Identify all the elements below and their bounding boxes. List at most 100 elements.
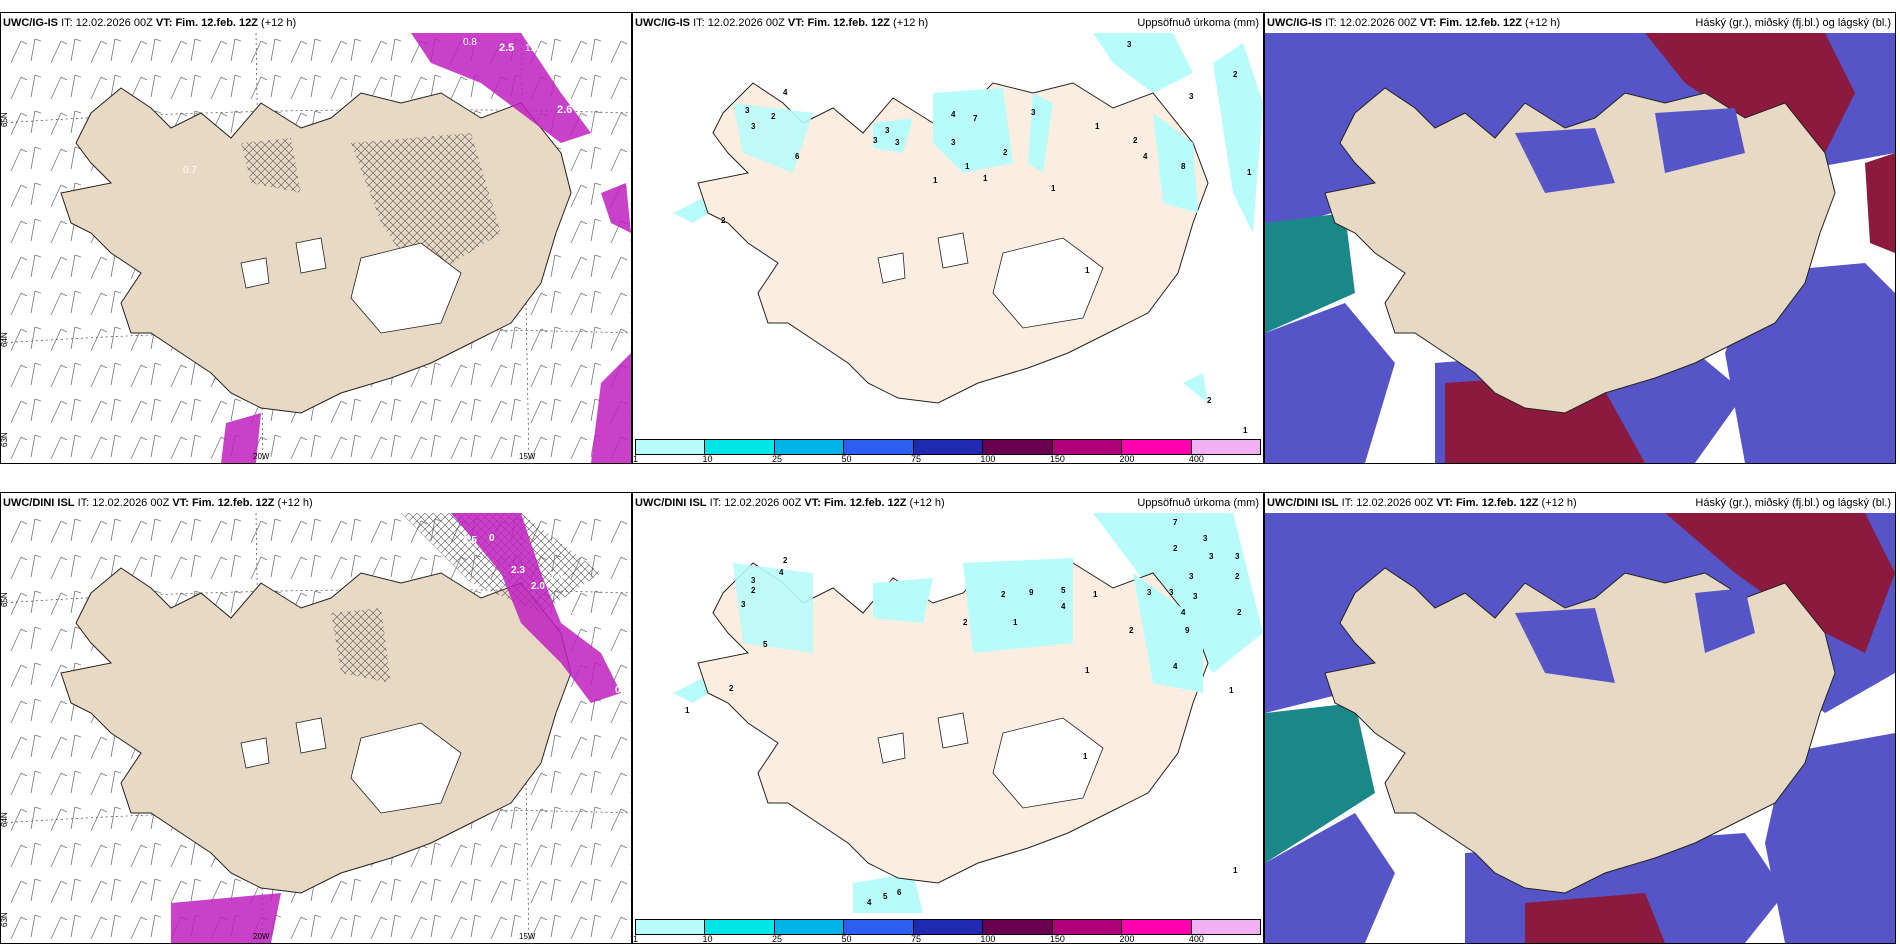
- legend-swatch: [775, 920, 844, 934]
- panel-precip-bottom: UWC/DINI ISL IT: 12.02.2026 00Z VT: Fim.…: [632, 492, 1264, 944]
- svg-text:3: 3: [1209, 552, 1214, 561]
- panel-cloud-top: UWC/IG-IS IT: 12.02.2026 00Z VT: Fim. 12…: [1264, 12, 1896, 464]
- cloud-map: [1265, 33, 1895, 463]
- legend-swatch: [983, 920, 1052, 934]
- svg-text:4: 4: [867, 898, 872, 907]
- legend-tick: 150: [1050, 934, 1065, 944]
- svg-text:1: 1: [1013, 618, 1018, 627]
- legend-tick: 1: [633, 934, 638, 944]
- precip-title: Uppsöfnuð úrkoma (mm): [1137, 13, 1259, 33]
- wind-value: 1.4: [525, 43, 539, 54]
- panel-wind-bottom: UWC/DINI ISL IT: 12.02.2026 00Z VT: Fim.…: [0, 492, 632, 944]
- svg-text:3: 3: [751, 122, 756, 131]
- precip-map: 7 3 2 3 3 3 2 2 4 2 9 5 4 1 2 1 3 3 3 4: [633, 513, 1263, 917]
- svg-text:2: 2: [1173, 544, 1178, 553]
- wind-value: 2.6: [557, 104, 572, 116]
- svg-text:3: 3: [1189, 92, 1194, 101]
- legend-tick: 100: [980, 454, 995, 464]
- precip-map: 3 2 3 4 3 2 6 3 3 4 7 3 1 3 2 1 1 1 4 8: [633, 33, 1263, 437]
- svg-text:1.5: 1.5: [463, 535, 477, 546]
- svg-text:64N: 64N: [1, 812, 9, 827]
- svg-text:5: 5: [763, 640, 768, 649]
- svg-text:3: 3: [1235, 552, 1240, 561]
- panel-header: UWC/DINI ISL IT: 12.02.2026 00Z VT: Fim.…: [1, 493, 631, 513]
- svg-text:3: 3: [873, 136, 878, 145]
- legend-swatch: [844, 920, 913, 934]
- svg-text:4: 4: [779, 568, 784, 577]
- svg-text:8: 8: [1181, 162, 1186, 171]
- legend-swatch: [914, 920, 983, 934]
- svg-text:3: 3: [1169, 588, 1174, 597]
- svg-text:4: 4: [1173, 662, 1178, 671]
- svg-text:7: 7: [1173, 518, 1178, 527]
- svg-text:1.9: 1.9: [567, 605, 581, 616]
- svg-text:9: 9: [1185, 626, 1190, 635]
- svg-text:1: 1: [933, 176, 938, 185]
- cloud-title: Háský (gr.), miðský (fj.bl.) og lágský (…: [1695, 13, 1891, 33]
- svg-text:2: 2: [1233, 70, 1238, 79]
- svg-text:2.3: 2.3: [511, 565, 525, 576]
- legend-tick: 10: [702, 934, 712, 944]
- svg-text:1: 1: [983, 174, 988, 183]
- svg-text:6: 6: [897, 888, 902, 897]
- svg-text:4: 4: [783, 88, 788, 97]
- wind-value: 0.7: [183, 165, 197, 176]
- wind-value: 2.5: [499, 42, 514, 54]
- legend-swatch: [983, 440, 1052, 454]
- legend-swatch: [636, 440, 705, 454]
- panel-header: UWC/IG-IS IT: 12.02.2026 00Z VT: Fim. 12…: [1, 13, 631, 33]
- wind-map: 0.8 2.5 1.4 2.6 0.7 65N 64N 63N 20W 15W: [1, 33, 631, 463]
- svg-text:1.0: 1.0: [549, 571, 563, 582]
- panel-precip-top: UWC/IG-IS IT: 12.02.2026 00Z VT: Fim. 12…: [632, 12, 1264, 464]
- svg-text:3: 3: [751, 576, 756, 585]
- legend-tick: 75: [911, 454, 921, 464]
- panel-header: UWC/DINI ISL IT: 12.02.2026 00Z VT: Fim.…: [633, 493, 1263, 513]
- svg-text:3: 3: [1031, 108, 1036, 117]
- panel-header: UWC/IG-IS IT: 12.02.2026 00Z VT: Fim. 12…: [1265, 13, 1895, 33]
- svg-text:1: 1: [1095, 122, 1100, 131]
- svg-text:4: 4: [1143, 152, 1148, 161]
- legend-tick: 150: [1050, 454, 1065, 464]
- svg-text:1: 1: [1093, 590, 1098, 599]
- legend-tick: 1: [633, 454, 638, 464]
- legend-swatch: [1053, 440, 1122, 454]
- legend-tick: 200: [1119, 454, 1134, 464]
- svg-text:4: 4: [1061, 602, 1066, 611]
- wind-map-svg: 0.8 2.5 1.4 2.6 0.7 65N 64N 63N 20W 15W: [1, 33, 631, 463]
- svg-text:1: 1: [1243, 426, 1248, 435]
- svg-text:1.3: 1.3: [601, 633, 615, 644]
- lon-label: 15W: [519, 452, 536, 461]
- wind-map: 1.5 0 2.3 1.0 2.0 1.9 0.7 1.3 1.4 0.6 65…: [1, 513, 631, 943]
- svg-text:15W: 15W: [519, 932, 536, 941]
- precip-legend: 1 10 25 50 75 100 150 200 400: [633, 437, 1263, 463]
- panel-wind-top: UWC/IG-IS IT: 12.02.2026 00Z VT: Fim. 12…: [0, 12, 632, 464]
- legend-swatch: [775, 440, 844, 454]
- svg-text:0.7: 0.7: [585, 633, 599, 644]
- lat-label: 64N: [1, 332, 9, 347]
- lat-label: 63N: [1, 432, 9, 447]
- svg-text:1: 1: [1085, 666, 1090, 675]
- svg-text:4: 4: [1181, 608, 1186, 617]
- svg-text:1: 1: [1247, 168, 1252, 177]
- svg-text:2: 2: [1235, 572, 1240, 581]
- precip-legend: 1 10 25 50 75 100 150 200 400: [633, 917, 1263, 943]
- cloud-map: [1265, 513, 1895, 943]
- lat-label: 65N: [1, 112, 9, 127]
- svg-text:1.4: 1.4: [605, 655, 619, 666]
- svg-text:3: 3: [895, 138, 900, 147]
- legend-swatch: [636, 920, 705, 934]
- svg-text:2: 2: [1001, 590, 1006, 599]
- svg-text:65N: 65N: [1, 592, 9, 607]
- svg-text:1: 1: [1083, 752, 1088, 761]
- svg-text:4: 4: [951, 110, 956, 119]
- legend-tick: 50: [841, 934, 851, 944]
- svg-text:0: 0: [489, 533, 495, 544]
- legend-tick: 100: [980, 934, 995, 944]
- svg-text:1: 1: [1233, 866, 1238, 875]
- svg-text:3: 3: [1193, 592, 1198, 601]
- svg-text:9: 9: [1029, 588, 1034, 597]
- cloud-title: Háský (gr.), miðský (fj.bl.) og lágský (…: [1695, 493, 1891, 513]
- svg-text:1: 1: [965, 162, 970, 171]
- lon-label: 20W: [253, 452, 270, 461]
- svg-text:3: 3: [1189, 572, 1194, 581]
